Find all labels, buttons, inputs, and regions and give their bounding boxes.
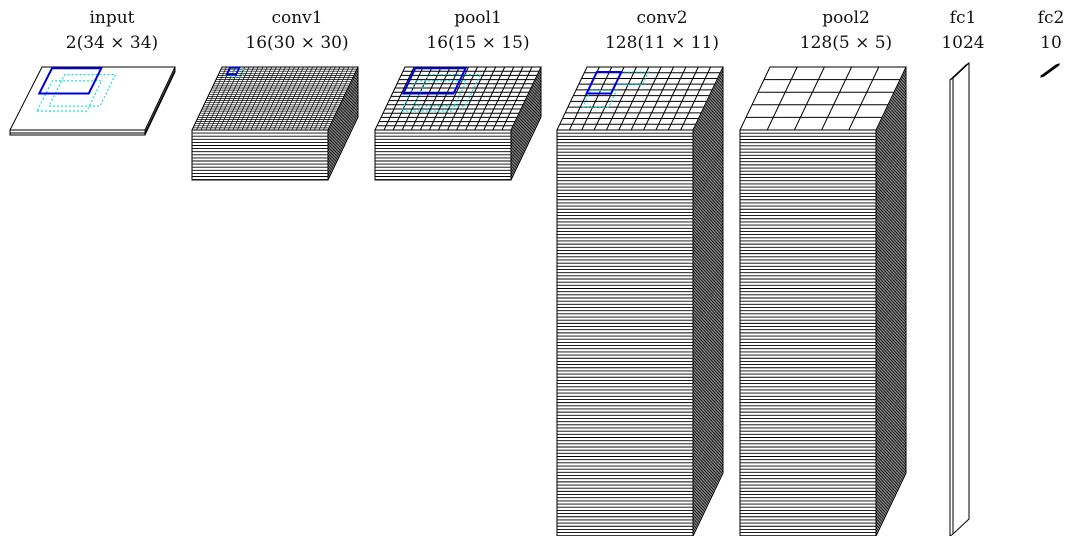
kernel-window-outline xyxy=(401,67,468,95)
layer-conv2: conv2 128(11 × 11) xyxy=(556,8,724,536)
top-face xyxy=(9,66,176,131)
layer-name: pool1 xyxy=(454,8,502,28)
kernel-window-outline xyxy=(225,66,241,76)
layer-shape: 2(34 × 34) xyxy=(66,33,158,53)
layer-name: conv1 xyxy=(271,8,322,28)
layer-shape: 10 xyxy=(1040,33,1062,53)
layer-pool2: pool2 128(5 × 5) xyxy=(739,8,907,536)
slab-lines xyxy=(740,69,907,536)
kernel-window-outline xyxy=(37,67,103,95)
kernel-marker xyxy=(400,67,482,112)
output-region-outline xyxy=(581,89,618,108)
layer-shape: 128(5 × 5) xyxy=(800,33,892,53)
top-face xyxy=(949,62,970,81)
output-region-outline xyxy=(412,74,482,107)
layer-fc1: fc1 1024 xyxy=(941,8,985,536)
side-face xyxy=(952,61,970,536)
kernel-window-outline xyxy=(585,71,623,95)
output-region-outline xyxy=(229,68,247,78)
layer-shape: 1024 xyxy=(941,33,984,53)
layer-shape: 128(11 × 11) xyxy=(605,33,719,53)
layer-shape: 16(30 × 30) xyxy=(245,33,348,53)
layer-name: conv2 xyxy=(636,8,687,28)
layer-input: input 2(34 × 34) xyxy=(9,8,176,136)
output-region-outline xyxy=(400,80,468,112)
top-face xyxy=(1040,63,1060,77)
slab-lines xyxy=(557,69,724,536)
output-region-outline xyxy=(48,74,117,107)
top-grid xyxy=(559,66,721,131)
top-grid xyxy=(746,66,900,131)
front-face xyxy=(9,129,146,136)
slab-lines xyxy=(10,69,176,134)
layer-shape: 16(15 × 15) xyxy=(426,33,529,53)
layer-name: input xyxy=(89,8,134,28)
kernel-marker xyxy=(225,66,247,78)
layer-name: fc2 xyxy=(1038,8,1065,28)
output-region-outline xyxy=(36,80,103,112)
layer-conv1: conv1 16(30 × 30) xyxy=(191,8,359,181)
kernel-marker xyxy=(36,67,117,112)
top-face xyxy=(739,66,907,131)
slab-lines xyxy=(192,69,359,181)
layer-pool1: pool1 16(15 × 15) xyxy=(374,8,542,181)
slab-lines xyxy=(375,69,542,181)
kernel-marker xyxy=(581,71,650,108)
layer-name: pool2 xyxy=(822,8,870,28)
layer-name: fc1 xyxy=(950,8,977,28)
top-face xyxy=(556,66,724,131)
